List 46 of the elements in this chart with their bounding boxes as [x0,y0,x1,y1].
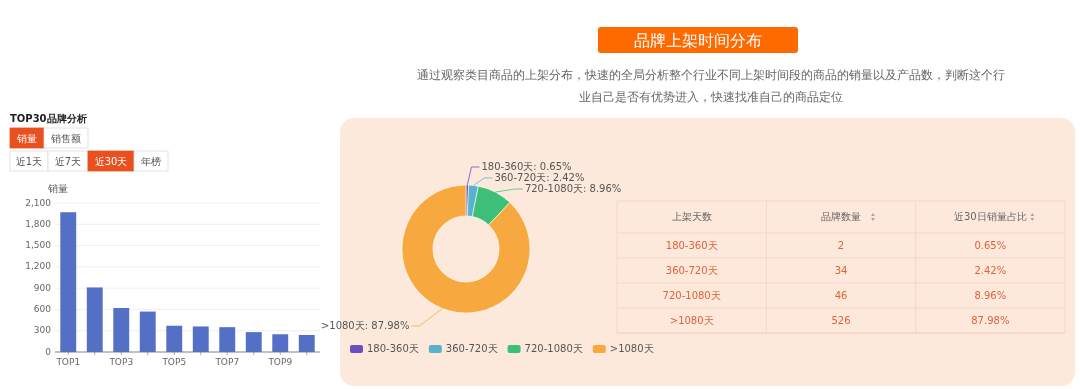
y-tick-label: 1,200 [25,261,52,272]
x-tick-label: TOP5 [161,356,187,367]
category-label: 品牌数量 [821,211,861,222]
y-tick-label: 600 [33,303,52,314]
text: 46 [834,289,848,301]
y-tick-label: 0 [45,346,52,357]
text: 526 [831,314,851,326]
legend-label: 360-720天 [445,343,498,354]
y-tick-label: 1,500 [25,240,52,251]
data-label: >1080天: 87.98% [320,319,410,331]
legend-label: 180-360天 [367,343,419,354]
text: 销售额 [50,132,81,144]
x-tick-label: TOP9 [267,356,293,367]
legend-label: 720-1080天 [524,343,583,354]
x-tick-label: TOP1 [55,356,81,367]
category-label: >1080天 [669,314,714,326]
chart-title: TOP30品牌分析 [10,113,87,124]
text: 近7天 [54,155,82,167]
category-label: 上架天数 [671,211,712,222]
data-label: 180-360天: 0.65% [481,161,572,173]
text: 销量 [16,132,37,144]
category-label: 近30日销量占比 [953,211,1027,222]
y-tick-label: 2,100 [25,197,52,208]
y-axis-title: 销量 [47,183,68,194]
x-tick-label: TOP7 [214,356,240,367]
category-label: 180-360天 [665,239,718,251]
category-label: 360-720天 [665,264,718,276]
text: 近30天 [94,155,128,167]
text: 年榜 [141,155,161,167]
y-tick-label: 300 [33,325,52,336]
text: 87.98% [971,314,1010,326]
text: 近1天 [15,155,43,167]
text: 8.96% [974,289,1007,301]
text: 品牌上架时间分布 [634,30,762,50]
data-label: 720-1080天: 8.96% [524,183,622,195]
text: 34 [834,264,848,276]
y-tick-label: 900 [33,282,52,293]
text: 通过观察类目商品的上架分布，快速的全局分析整个行业不同上架时间段的商品的销量以及产品数，判断这个行业自己是否有优势进入，快速找准自己的商品定位 [416,67,1006,106]
data-label: 360-720天: 2.42% [494,172,585,184]
y-tick-label: 1,800 [25,218,52,229]
text: 2.42% [974,264,1007,276]
category-label: 720-1080天 [662,289,721,301]
legend-label: >1080天 [609,343,654,354]
text: 0.65% [974,239,1007,251]
text: 2 [837,239,845,251]
x-tick-label: TOP3 [108,356,134,367]
